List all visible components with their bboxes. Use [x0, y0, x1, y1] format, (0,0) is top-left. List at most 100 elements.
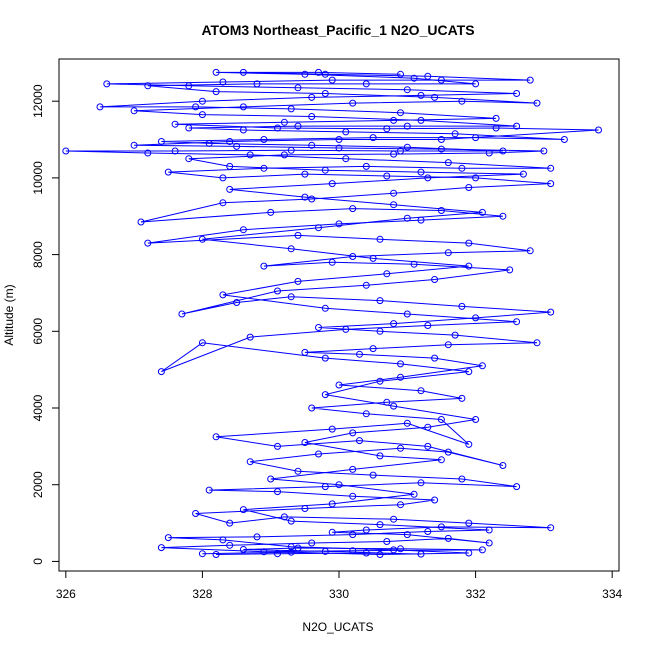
data-point	[219, 174, 227, 182]
y-tick-label: 12000	[31, 84, 45, 118]
data-point	[547, 180, 555, 188]
data-point	[274, 488, 281, 496]
data-point	[274, 124, 281, 132]
data-point	[499, 147, 507, 155]
data-point	[103, 80, 111, 88]
data-point	[219, 291, 227, 299]
data-point	[321, 391, 329, 399]
data-point	[362, 526, 370, 534]
data-point	[403, 214, 411, 222]
data-point	[397, 501, 404, 509]
data-point	[403, 310, 411, 318]
data-point	[437, 523, 445, 531]
x-tick-label: 330	[329, 587, 349, 601]
data-point	[315, 68, 322, 76]
data-point	[157, 368, 165, 376]
data-point	[274, 287, 281, 295]
data-point	[239, 103, 247, 111]
data-point	[424, 174, 432, 182]
data-point	[472, 174, 480, 182]
data-point	[171, 120, 179, 128]
data-point	[533, 99, 541, 107]
data-point	[349, 531, 357, 539]
data-point	[308, 195, 316, 203]
data-point	[335, 220, 343, 228]
data-point	[246, 333, 254, 341]
data-point	[397, 70, 404, 78]
data-point	[451, 331, 459, 339]
data-point	[267, 208, 275, 216]
data-point	[130, 141, 138, 149]
data-point	[437, 456, 445, 464]
data-point	[383, 270, 391, 278]
data-point	[444, 448, 452, 456]
y-tick-label: 0	[31, 558, 45, 565]
data-point	[321, 354, 329, 362]
data-point	[417, 479, 425, 487]
data-point	[390, 150, 398, 158]
data-point	[246, 458, 254, 466]
data-point	[294, 277, 302, 285]
data-point	[369, 345, 377, 353]
data-point	[499, 212, 507, 220]
data-point	[205, 486, 213, 494]
data-point	[458, 302, 466, 310]
data-point	[397, 444, 404, 452]
y-axis-label: Altitude (m)	[2, 284, 16, 345]
data-point	[349, 99, 357, 107]
data-point	[458, 475, 466, 483]
data-point	[369, 134, 377, 142]
data-point	[465, 440, 473, 448]
data-point	[315, 224, 322, 232]
data-point	[397, 109, 404, 117]
data-point	[287, 245, 295, 253]
data-point	[390, 546, 398, 554]
data-point	[274, 442, 281, 450]
data-point	[280, 151, 288, 159]
data-point	[198, 339, 206, 347]
data-point	[192, 103, 200, 111]
data-point	[376, 377, 384, 385]
data-point	[342, 155, 350, 163]
data-point	[342, 325, 350, 333]
data-point	[349, 492, 357, 500]
data-point	[376, 235, 384, 243]
data-point	[465, 239, 473, 247]
data-point	[287, 105, 295, 113]
data-point	[280, 118, 288, 126]
data-point	[198, 235, 206, 243]
data-point	[226, 541, 234, 549]
data-point	[424, 528, 432, 535]
data-point	[328, 76, 336, 84]
data-point	[417, 387, 425, 395]
data-point	[294, 122, 302, 130]
data-point	[294, 84, 302, 92]
data-point	[328, 180, 336, 188]
data-point	[335, 381, 343, 389]
data-point	[465, 262, 473, 270]
data-point	[485, 539, 493, 547]
data-point	[390, 402, 398, 410]
y-tick-label: 8000	[31, 241, 45, 268]
data-point	[492, 114, 500, 122]
data-point	[321, 547, 329, 555]
y-axis: 0 2000 4000 6000 8000 10000 12000	[31, 84, 60, 565]
data-point	[349, 205, 357, 213]
data-point	[321, 90, 329, 97]
data-point	[390, 320, 398, 328]
data-point	[335, 481, 343, 489]
data-point	[212, 68, 220, 76]
data-point	[226, 185, 234, 193]
y-tick-label: 4000	[31, 394, 45, 421]
data-point	[472, 416, 480, 423]
data-point	[335, 136, 343, 143]
y-tick-label: 2000	[31, 471, 45, 498]
data-point	[171, 147, 179, 155]
data-point	[465, 549, 473, 557]
data-point	[349, 429, 357, 437]
data-point	[403, 419, 411, 427]
data-point	[485, 149, 493, 157]
data-point	[246, 151, 254, 159]
data-point	[362, 162, 370, 170]
data-point	[458, 164, 466, 172]
